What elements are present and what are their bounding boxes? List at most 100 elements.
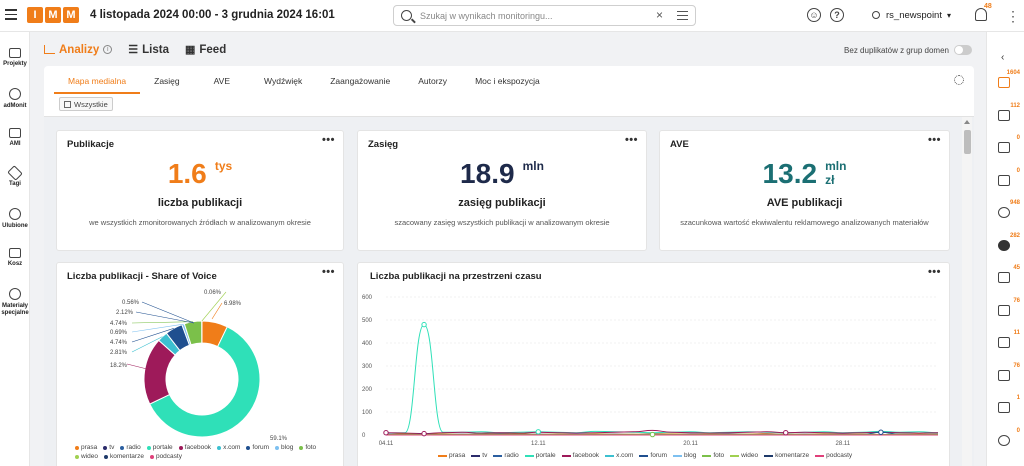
view-list[interactable]: ☰ Lista [128, 43, 169, 57]
duplicates-label: Bez duplikatów z grup domen [844, 45, 949, 55]
more-icon[interactable]: ••• [927, 266, 941, 278]
tab-power-exposure[interactable]: Moc i ekspozycja [475, 76, 540, 86]
legend-item[interactable]: facebook [561, 452, 599, 459]
user-menu[interactable]: rs_newspoint ▾ [872, 10, 951, 21]
logo[interactable]: I M M [27, 7, 79, 23]
info-icon[interactable]: i [103, 45, 113, 54]
legend-item[interactable]: forum [639, 452, 667, 459]
legend-item[interactable]: komentarze [764, 452, 809, 459]
filter-chip[interactable]: Wszystkie [59, 97, 113, 111]
sidebar-item-ami[interactable]: AMI [0, 128, 30, 148]
date-range[interactable]: 4 listopada 2024 00:00 - 3 grudnia 2024 … [90, 9, 335, 21]
legend-item[interactable]: facebook [178, 444, 211, 451]
more-icon[interactable]: ⋮ [1006, 8, 1020, 24]
sidebar-item-favorites[interactable]: Ulubione [0, 208, 30, 230]
legend-label: portale [535, 452, 556, 459]
globe-icon [998, 207, 1010, 218]
username: rs_newspoint [886, 10, 942, 21]
duplicates-toggle[interactable] [954, 45, 972, 55]
legend-label: blog [684, 452, 697, 459]
legend-item[interactable]: wideo [75, 453, 98, 460]
metric-value: 1.6 [167, 158, 207, 189]
sidebar-item-admonit[interactable]: adMonit [0, 88, 30, 110]
legend-item[interactable]: foto [299, 444, 316, 451]
scroll-up-icon[interactable] [964, 120, 970, 124]
search-bar[interactable]: Szukaj w wynikach monitoringu... × [393, 5, 696, 26]
close-icon[interactable]: × [656, 8, 664, 22]
legend-label: wideo [81, 453, 98, 460]
tab-reach[interactable]: Zasięg [154, 76, 180, 86]
sidebar-item-special[interactable]: Materiały specjalne [0, 288, 30, 317]
more-icon[interactable]: ••• [321, 134, 335, 146]
source-count: 11 [1013, 330, 1020, 336]
legend-item[interactable]: wideo [730, 452, 758, 459]
legend-item[interactable]: tv [471, 452, 487, 459]
pie-leader-line [131, 336, 163, 353]
more-icon[interactable]: ••• [624, 134, 638, 146]
legend-item[interactable]: x.com [217, 444, 240, 451]
share-of-voice-card: Liczba publikacji - Share of Voice ••• 6… [56, 262, 344, 466]
chevron-left-icon[interactable]: ‹ [1001, 52, 1005, 63]
pie-leader-line [141, 301, 195, 324]
scrollbar[interactable] [962, 117, 972, 466]
legend-swatch [217, 445, 222, 450]
more-icon[interactable]: ••• [927, 134, 941, 146]
sidebar-source-forum[interactable]: 76 [987, 298, 1024, 326]
sidebar-source-podcast[interactable]: 0 [987, 428, 1024, 456]
tab-sentiment[interactable]: Wydźwięk [264, 76, 303, 86]
legend-item[interactable]: radio [493, 452, 519, 459]
sidebar-source-globe[interactable]: 948 [987, 200, 1024, 228]
menu-icon[interactable] [5, 9, 17, 21]
legend-item[interactable]: tv [103, 444, 114, 451]
pie-value-label: 0.56% [122, 300, 140, 306]
tab-engagement[interactable]: Zaangażowanie [330, 76, 391, 86]
sidebar-source-grid[interactable]: 1604 [987, 70, 1024, 98]
source-count: 0 [1016, 427, 1020, 434]
tab-authors[interactable]: Autorzy [418, 76, 448, 86]
gear-icon[interactable] [954, 75, 964, 85]
legend-item[interactable]: blog [275, 444, 293, 451]
view-analyses[interactable]: Analizy i [44, 43, 113, 56]
tab-ave[interactable]: AVE [213, 76, 231, 86]
source-count: 0 [1016, 167, 1020, 174]
reach-card: Zasięg ••• 18.9 mln zasięg publikacji sz… [357, 130, 647, 251]
source-count: 45 [1013, 265, 1020, 271]
pie-legend: prasa tv radio portale facebook x.com forum blo… [75, 444, 335, 460]
sidebar-source-facebook[interactable]: 282 [987, 233, 1024, 261]
sidebar-source-tv[interactable]: 0 [987, 168, 1024, 196]
legend-item[interactable]: portale [524, 452, 556, 459]
sidebar-item-tags[interactable]: Tagi [0, 165, 30, 188]
legend-item[interactable]: forum [246, 444, 269, 451]
legend-item[interactable]: komentarze [103, 453, 144, 460]
sidebar-source-video[interactable]: 1 [987, 395, 1024, 423]
accessibility-icon[interactable]: ☺ [807, 8, 821, 22]
filter-icon[interactable] [677, 11, 688, 21]
search-input[interactable]: Szukaj w wynikach monitoringu... [420, 11, 553, 21]
legend-item[interactable]: podcasty [815, 452, 852, 459]
sidebar-source-blog[interactable]: 11 [987, 330, 1024, 358]
legend-item[interactable]: podcasty [149, 453, 182, 460]
legend-item[interactable]: foto [702, 452, 724, 459]
legend-swatch [730, 454, 740, 457]
legend-item[interactable]: radio [120, 444, 141, 451]
sidebar-source-radio[interactable]: 0 [987, 135, 1024, 163]
view-feed[interactable]: ▦ Feed [185, 43, 226, 57]
sidebar-item-trash[interactable]: Kosz [0, 248, 30, 268]
sidebar-source-photo[interactable]: 76 [987, 363, 1024, 391]
sidebar-item-projects[interactable]: Projekty [0, 48, 30, 68]
sidebar-source-newspaper[interactable]: 112 [987, 103, 1024, 131]
more-icon[interactable]: ••• [321, 266, 335, 278]
logo-letter: I [27, 7, 43, 23]
legend-item[interactable]: prasa [438, 452, 465, 459]
legend-item[interactable]: prasa [75, 444, 97, 451]
legend-item[interactable]: x.com [605, 452, 633, 459]
legend-item[interactable]: portale [146, 444, 173, 451]
sidebar-item-label: Kosz [7, 261, 23, 267]
sidebar-source-x[interactable]: 45 [987, 265, 1024, 293]
scrollbar-thumb[interactable] [964, 130, 971, 154]
tab-media-map[interactable]: Mapa medialna [54, 66, 141, 94]
source-count: 0 [1016, 135, 1020, 141]
help-icon[interactable]: ? [830, 8, 844, 22]
legend-item[interactable]: blog [673, 452, 696, 459]
bell-icon[interactable] [975, 8, 987, 21]
